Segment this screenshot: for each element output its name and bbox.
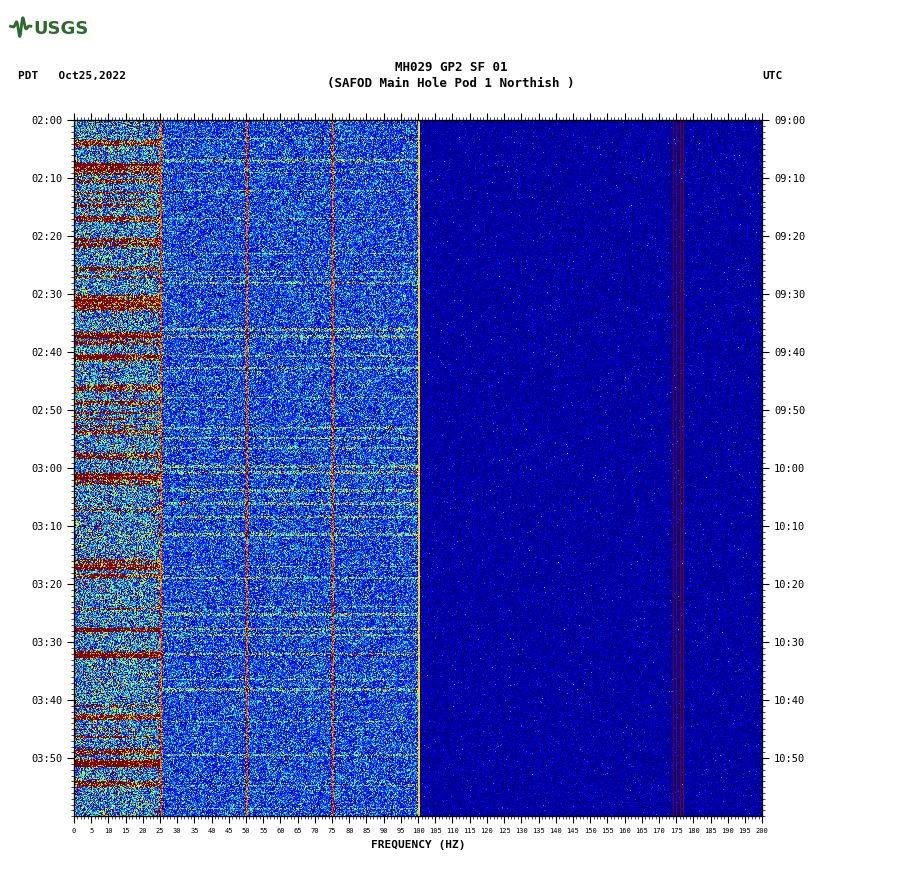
Text: USGS: USGS (32, 20, 88, 38)
X-axis label: FREQUENCY (HZ): FREQUENCY (HZ) (371, 839, 465, 849)
Text: (SAFOD Main Hole Pod 1 Northish ): (SAFOD Main Hole Pod 1 Northish ) (327, 78, 575, 90)
Text: PDT   Oct25,2022: PDT Oct25,2022 (18, 70, 126, 81)
Text: MH029 GP2 SF 01: MH029 GP2 SF 01 (395, 62, 507, 74)
Text: UTC: UTC (762, 70, 782, 81)
